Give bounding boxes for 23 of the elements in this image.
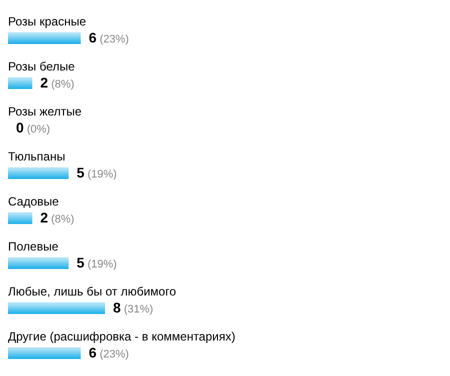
data-label: 6 (23%) (88, 30, 129, 46)
y-tick-label: Полевые (8, 240, 59, 254)
data-label: 2 (8%) (40, 210, 74, 226)
data-label: 5 (19%) (76, 164, 117, 180)
y-tick-label: Другие (расшифровка - в комментариях) (8, 330, 236, 344)
bar (8, 77, 32, 89)
bar (8, 167, 69, 179)
bar (8, 302, 105, 314)
data-label: 6 (23%) (88, 344, 129, 360)
y-tick-label: Розы желтые (8, 104, 82, 118)
y-tick-label: Тюльпаны (8, 150, 66, 164)
y-tick-label: Розы белые (8, 60, 76, 74)
bar (8, 212, 32, 224)
data-label: 8 (31%) (113, 300, 154, 316)
y-tick-label: Любые, лишь бы от любимого (8, 284, 176, 298)
data-label: 5 (19%) (76, 254, 117, 270)
bar (8, 257, 69, 269)
y-tick-label: Розы красные (8, 14, 86, 28)
data-label: 2 (8%) (40, 74, 74, 90)
bar (8, 347, 81, 359)
data-label: 0 (0%) (16, 120, 50, 136)
bar (8, 32, 81, 44)
y-tick-label: Садовые (8, 194, 60, 208)
